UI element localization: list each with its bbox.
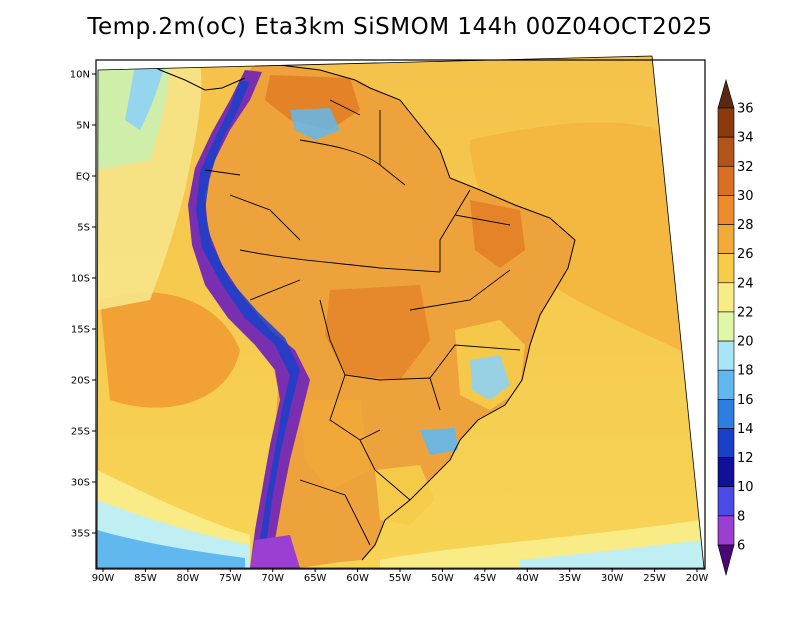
colorbar-label: 32 — [737, 160, 754, 175]
longitude-axis: 90W 85W 80W 75W 70W 65W 60W 55W 50W 45W 40W 35W 30W 2… — [92, 568, 709, 584]
lon-tick-label: 65W — [304, 573, 327, 584]
lon-tick-label: 45W — [474, 573, 497, 584]
lat-tick-label: 5S — [77, 223, 90, 234]
lat-tick-label: 5N — [76, 121, 90, 132]
lat-tick-label: EQ — [76, 172, 90, 183]
colorbar: 36 34 32 30 28 26 24 22 20 18 16 14 12 10 8 6 — [717, 78, 754, 577]
pacific-warm-patch — [100, 292, 240, 408]
colorbar-label: 12 — [737, 451, 754, 466]
colorbar-label: 24 — [737, 276, 754, 291]
colorbar-segment — [717, 399, 735, 429]
colorbar-segment — [717, 311, 735, 342]
colorbar-segment — [717, 457, 735, 488]
colorbar-segment — [717, 195, 735, 225]
map-frame — [96, 55, 705, 569]
hot-patch-north — [265, 75, 360, 130]
southern-cold-band — [97, 530, 245, 568]
colorbar-segment — [717, 253, 735, 284]
guiana-highland-cool — [290, 108, 340, 140]
lat-tick-label: 30S — [71, 478, 90, 489]
warm-patch-south — [300, 400, 370, 490]
colorbar-label: 28 — [737, 218, 754, 233]
hot-patch-northeast — [470, 200, 525, 268]
colorbar-label: 34 — [737, 131, 754, 146]
southern-brazil-yellow — [375, 465, 435, 525]
map-title: Temp.2m(oC) Eta3km SiSMOM 144h 00Z04OCT2… — [87, 14, 713, 40]
colorbar-segment — [717, 340, 735, 371]
colorbar-label: 22 — [737, 305, 754, 320]
lat-tick-label: 10N — [70, 70, 90, 81]
colorbar-label: 14 — [737, 422, 754, 437]
lon-tick-label: 85W — [134, 573, 157, 584]
colorbar-segment — [717, 428, 735, 458]
colorbar-label: 8 — [737, 509, 745, 524]
patagonia-cold — [250, 535, 300, 568]
atlantic-warm-zone — [470, 122, 700, 360]
colorbar-segment — [717, 282, 735, 313]
lat-tick-label: 15S — [71, 325, 90, 336]
colorbar-segment — [717, 107, 735, 138]
lon-tick-label: 55W — [389, 573, 412, 584]
pacific-cold-patch — [125, 64, 165, 130]
lon-tick-label: 60W — [346, 573, 369, 584]
lon-tick-label: 25W — [643, 573, 666, 584]
colorbar-bottom-arrow — [717, 544, 735, 577]
colorbar-segment — [717, 515, 735, 546]
southeast-cold-band — [520, 540, 704, 568]
colorbar-segment — [717, 369, 735, 400]
lat-tick-label: 20S — [71, 376, 90, 387]
colorbar-label: 26 — [737, 247, 754, 262]
latitude-axis: 10N 5N EQ 5S 10S 15S 20S 25S 30S 35S — [70, 70, 96, 540]
lon-tick-label: 90W — [92, 573, 115, 584]
lon-tick-label: 20W — [686, 573, 709, 584]
colorbar-segment — [717, 486, 735, 517]
colorbar-label: 16 — [737, 393, 754, 408]
lon-tick-label: 70W — [261, 573, 284, 584]
lon-tick-label: 80W — [177, 573, 200, 584]
lon-tick-label: 75W — [219, 573, 242, 584]
lon-tick-label: 50W — [431, 573, 454, 584]
colorbar-label: 30 — [737, 189, 754, 204]
colorbar-segment — [717, 165, 735, 196]
country-borders — [204, 99, 521, 546]
lon-tick-label: 40W — [516, 573, 539, 584]
highlands-cool-spot — [470, 355, 510, 400]
colorbar-label: 10 — [737, 480, 754, 495]
colorbar-top-arrow — [717, 78, 735, 109]
lat-tick-label: 10S — [71, 274, 90, 285]
hot-patch-central — [325, 285, 430, 380]
colorbar-segment — [717, 224, 735, 254]
colorbar-label: 18 — [737, 364, 754, 379]
lat-tick-label: 25S — [71, 427, 90, 438]
coastline — [254, 61, 576, 561]
lon-tick-label: 30W — [601, 573, 624, 584]
colorbar-label: 36 — [737, 102, 754, 117]
colorbar-label: 6 — [737, 539, 745, 554]
serra-cool-spot — [420, 428, 458, 455]
map-field — [97, 56, 704, 568]
colorbar-segment — [717, 136, 735, 167]
lon-tick-label: 35W — [558, 573, 581, 584]
lat-tick-label: 35S — [71, 529, 90, 540]
colorbar-label: 20 — [737, 335, 754, 350]
